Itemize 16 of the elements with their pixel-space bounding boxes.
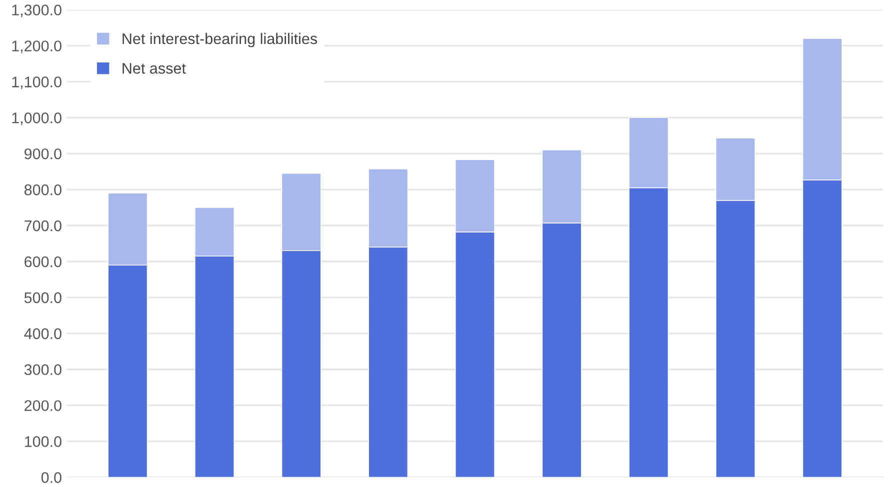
y-tick-label: 200.0 [24,400,62,412]
y-tick-label: 800.0 [24,184,62,196]
y-tick-label: 100.0 [24,436,62,447]
y-tick-label: 600.0 [24,256,62,268]
y-tick-label: 0.0 [41,472,62,483]
y-tick-label: 900.0 [24,148,62,160]
y-tick-label: 1,200.0 [12,40,62,54]
y-tick-label: 1,000.0 [12,112,62,126]
legend-label: Net asset [122,63,186,74]
y-tick-label: 400.0 [24,328,62,340]
legend-label: Net interest-bearing liabilities [122,32,318,48]
y-tick-label: 300.0 [24,364,62,376]
y-tick-label: 500.0 [24,292,62,304]
y-tick-label: 700.0 [24,220,62,232]
y-tick-label: 1,100.0 [12,76,62,90]
y-tick-label: 1,300.0 [12,4,62,18]
